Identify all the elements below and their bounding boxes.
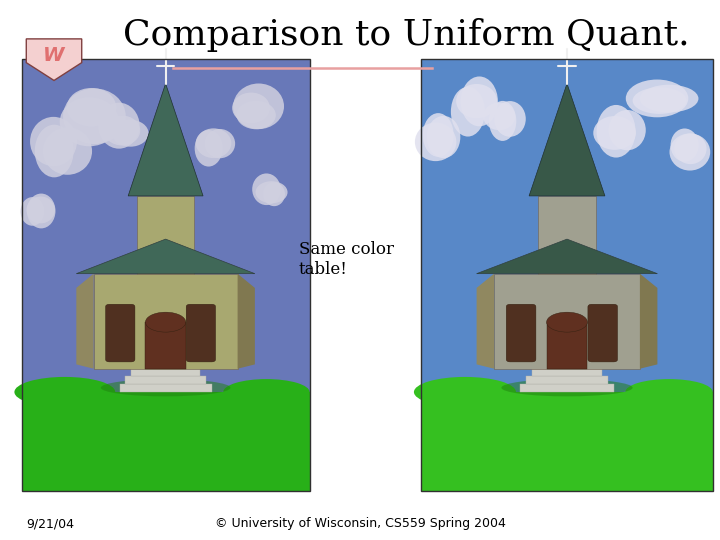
- Ellipse shape: [204, 129, 235, 158]
- Ellipse shape: [494, 101, 526, 137]
- Bar: [22, 392, 310, 491]
- Ellipse shape: [112, 120, 148, 147]
- Ellipse shape: [27, 197, 55, 224]
- Ellipse shape: [21, 197, 44, 226]
- Ellipse shape: [423, 113, 454, 157]
- Ellipse shape: [427, 116, 460, 158]
- Text: W: W: [43, 46, 65, 65]
- Ellipse shape: [30, 117, 77, 166]
- Ellipse shape: [104, 116, 140, 145]
- Ellipse shape: [414, 377, 516, 407]
- FancyBboxPatch shape: [588, 304, 618, 362]
- FancyBboxPatch shape: [106, 304, 135, 362]
- Ellipse shape: [625, 379, 713, 405]
- Ellipse shape: [501, 379, 633, 396]
- Ellipse shape: [43, 127, 92, 175]
- Ellipse shape: [264, 183, 285, 206]
- Ellipse shape: [546, 312, 588, 332]
- Ellipse shape: [415, 123, 456, 161]
- Ellipse shape: [597, 105, 636, 158]
- Polygon shape: [529, 84, 605, 196]
- Bar: [94, 274, 238, 369]
- Bar: [22, 59, 310, 392]
- Ellipse shape: [223, 379, 310, 405]
- Ellipse shape: [67, 88, 116, 126]
- Polygon shape: [238, 274, 255, 369]
- Bar: [145, 322, 186, 369]
- Ellipse shape: [27, 193, 55, 228]
- Ellipse shape: [451, 87, 485, 137]
- Ellipse shape: [101, 379, 230, 396]
- Ellipse shape: [633, 87, 686, 114]
- Ellipse shape: [593, 116, 636, 150]
- Ellipse shape: [626, 79, 688, 117]
- Bar: [494, 274, 640, 369]
- Polygon shape: [477, 274, 494, 369]
- Bar: [421, 59, 713, 491]
- Ellipse shape: [35, 125, 73, 177]
- Bar: [521, 384, 613, 392]
- Text: 9/21/04: 9/21/04: [27, 517, 74, 530]
- Ellipse shape: [237, 101, 276, 129]
- FancyBboxPatch shape: [186, 304, 215, 362]
- Bar: [421, 59, 713, 392]
- Bar: [22, 59, 310, 491]
- Polygon shape: [640, 274, 657, 369]
- Polygon shape: [128, 84, 203, 196]
- Polygon shape: [76, 239, 255, 274]
- Ellipse shape: [232, 92, 270, 123]
- Ellipse shape: [670, 129, 698, 161]
- Ellipse shape: [670, 133, 710, 171]
- Bar: [538, 196, 596, 274]
- Bar: [120, 384, 212, 392]
- Ellipse shape: [145, 312, 186, 332]
- Text: © University of Wisconsin, CS559 Spring 2004: © University of Wisconsin, CS559 Spring …: [215, 517, 505, 530]
- Ellipse shape: [609, 110, 646, 150]
- Ellipse shape: [456, 84, 497, 118]
- Bar: [131, 369, 200, 376]
- Text: Comparison to Uniform Quant.: Comparison to Uniform Quant.: [124, 18, 690, 52]
- Bar: [421, 392, 713, 491]
- Ellipse shape: [489, 101, 516, 141]
- Ellipse shape: [14, 377, 115, 407]
- Ellipse shape: [194, 130, 222, 166]
- Ellipse shape: [98, 103, 140, 148]
- Bar: [137, 196, 194, 274]
- Bar: [546, 322, 588, 369]
- Bar: [125, 376, 206, 384]
- Ellipse shape: [640, 85, 698, 112]
- Ellipse shape: [63, 89, 126, 144]
- FancyBboxPatch shape: [506, 304, 536, 362]
- Ellipse shape: [461, 77, 498, 126]
- Bar: [526, 376, 608, 384]
- Ellipse shape: [60, 98, 119, 146]
- Ellipse shape: [252, 173, 281, 205]
- Ellipse shape: [256, 181, 287, 203]
- Bar: [532, 369, 602, 376]
- Ellipse shape: [196, 129, 231, 158]
- Ellipse shape: [675, 133, 706, 164]
- Polygon shape: [26, 39, 82, 80]
- Text: Same color
table!: Same color table!: [299, 241, 394, 278]
- Ellipse shape: [483, 103, 515, 130]
- Ellipse shape: [233, 84, 284, 129]
- Polygon shape: [76, 274, 94, 369]
- Polygon shape: [477, 239, 657, 274]
